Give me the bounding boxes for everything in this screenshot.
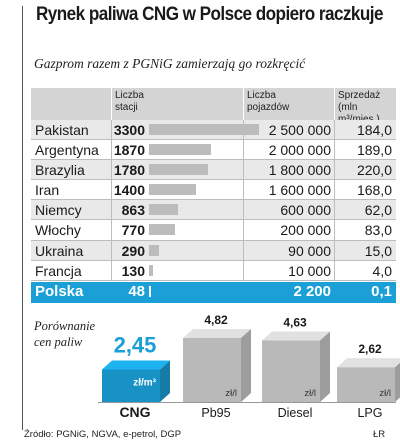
price-unit: zł/l: [225, 388, 237, 399]
col-header-vehicles: Liczba pojazdów: [247, 90, 290, 113]
table-header: Liczba stacji Liczba pojazdów Sprzedaż (…: [31, 88, 396, 125]
stations-value: 48: [128, 282, 145, 300]
price-unit: zł/l: [304, 388, 316, 399]
compare-label: Porównanie cen paliw: [34, 318, 95, 350]
vehicles-value: 2 500 000: [268, 122, 331, 138]
sales-value: 62,0: [364, 202, 392, 219]
compare-label-line2: cen paliw: [34, 335, 83, 349]
compare-label-line1: Porównanie: [34, 319, 96, 333]
header-separator: [111, 88, 112, 120]
sales-value: 15,0: [364, 242, 392, 259]
vehicles-value: 2 000 000: [268, 142, 331, 159]
col-header-sales: Sprzedaż (mln m³/mies.): [338, 90, 398, 126]
price-unit: zł/l: [379, 388, 391, 399]
table-row: Argentyna 1870 2 000 000 189,0: [31, 140, 396, 161]
stations-bar: [149, 244, 159, 256]
price-value-cng: 2,45: [114, 332, 157, 357]
vehicles-value: 90 000: [288, 242, 331, 259]
stations-value: 1780: [113, 162, 145, 179]
country-name: Niemcy: [35, 202, 82, 219]
source-note: Źródło: PGNiG, NGVA, e-petrol, DGP: [24, 429, 182, 440]
fuel-label-diesel: Diesel: [278, 406, 313, 420]
table-body: Pakistan 3300 2 500 000 184,0 Argentyna 1870 2…: [31, 120, 396, 303]
vehicles-value: 1 600 000: [268, 182, 331, 199]
country-name: Ukraina: [35, 242, 84, 259]
vehicles-value: 10 000: [288, 262, 331, 279]
column-separator: [243, 120, 244, 281]
page-subtitle: Gazprom razem z PGNiG zamierzają go rozk…: [34, 56, 306, 71]
sales-value: 189,0: [356, 142, 392, 159]
vehicles-value: 2 200: [293, 282, 331, 300]
stations-value: 1400: [113, 182, 145, 199]
stations-value: 863: [121, 202, 145, 219]
stations-value: 1870: [113, 142, 145, 159]
table-row: Francja 130 10 000 4,0: [31, 261, 396, 281]
sales-value: 0,1: [371, 282, 392, 300]
stations-bar: [149, 204, 178, 216]
author-note: ŁR: [373, 429, 386, 440]
price-cube-pb95: [183, 329, 251, 402]
table-row: Ukraina 290 90 000 15,0: [31, 240, 396, 261]
vehicles-value: 600 000: [280, 202, 331, 219]
price-cube-lpg: [337, 358, 400, 402]
price-unit: zł/m³: [133, 377, 156, 388]
sales-value: 4,0: [372, 262, 392, 279]
table-row: Iran 1400 1 600 000 168,0: [31, 180, 396, 201]
price-value-diesel: 4,63: [283, 316, 307, 330]
col-header-sales-unit: (mln m³/mies.): [338, 102, 380, 125]
column-separator: [334, 120, 335, 281]
fuel-label-cng: CNG: [119, 404, 150, 420]
col-header-sales-label: Sprzedaż: [338, 90, 381, 101]
header-separator: [243, 88, 244, 120]
table-row: Niemcy 863 600 000 62,0: [31, 200, 396, 221]
table-row: Włochy 770 200 000 83,0: [31, 220, 396, 241]
column-separator: [111, 120, 112, 281]
chart-baseline: [98, 402, 396, 403]
country-name: Pakistan: [35, 122, 89, 138]
sales-value: 220,0: [356, 162, 392, 179]
country-name: Brazylia: [35, 162, 85, 179]
country-name: Argentyna: [35, 142, 99, 159]
country-name: Włochy: [35, 222, 81, 239]
sales-value: 184,0: [356, 122, 392, 138]
price-value-pb95: 4,82: [204, 313, 228, 327]
sales-value: 168,0: [356, 182, 392, 199]
stations-bar: [149, 264, 154, 276]
stations-value: 130: [121, 262, 145, 279]
stations-bar: [149, 184, 196, 196]
price-cube-diesel: [262, 331, 330, 402]
sales-value: 83,0: [364, 222, 392, 239]
page-title: Rynek paliwa CNG w Polsce dopiero raczku…: [36, 4, 384, 25]
fuel-label-pb95: Pb95: [201, 406, 230, 420]
price-cube-cng: [102, 360, 170, 402]
stations-bar: [149, 124, 259, 135]
country-name: Iran: [35, 182, 60, 199]
fuel-label-lpg: LPG: [357, 406, 382, 420]
stations-value: 290: [121, 242, 145, 259]
vehicles-value: 1 800 000: [268, 162, 331, 179]
frame-line: [22, 6, 23, 430]
table-row: Pakistan 3300 2 500 000 184,0: [31, 120, 396, 141]
stations-value: 3300: [113, 122, 145, 138]
header-separator: [334, 88, 335, 120]
stations-value: 770: [121, 222, 145, 239]
stations-bar: [149, 144, 212, 156]
table-row: Brazylia 1780 1 800 000 220,0: [31, 160, 396, 181]
stations-bar: [149, 285, 151, 297]
price-value-lpg: 2,62: [358, 342, 382, 356]
table-row-highlight: Polska 48 2 200 0,1: [31, 281, 396, 303]
country-name: Francja: [35, 262, 82, 279]
col-header-stations: Liczba stacji: [115, 90, 144, 113]
vehicles-value: 200 000: [280, 222, 331, 239]
cng-table: Liczba stacji Liczba pojazdów Sprzedaż (…: [31, 88, 396, 303]
country-name: Polska: [35, 282, 84, 300]
stations-bar: [149, 164, 209, 176]
stations-bar: [149, 224, 175, 236]
